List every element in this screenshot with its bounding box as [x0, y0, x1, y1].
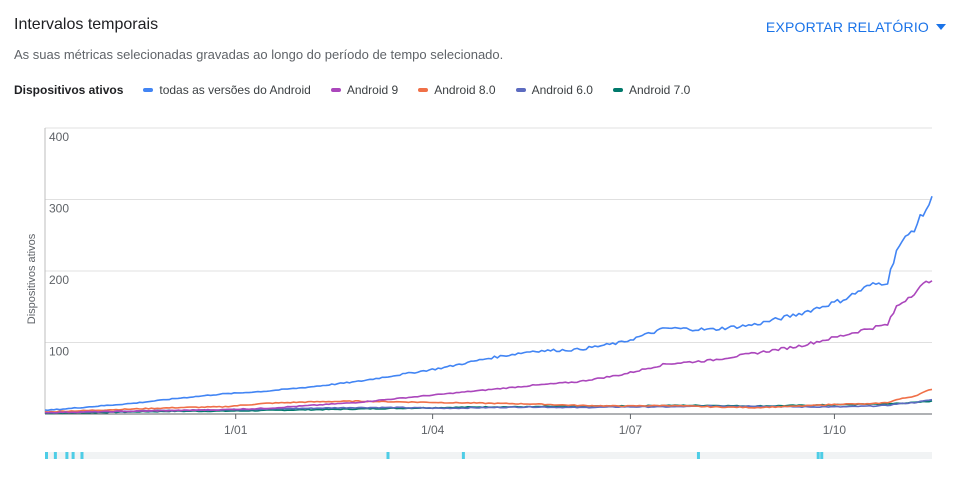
x-tick-label: 1/10: [823, 423, 847, 437]
x-tick-label: 1/04: [421, 423, 445, 437]
annotation-marker: [816, 452, 820, 459]
legend-label: Android 8.0: [434, 83, 496, 97]
legend-item-2[interactable]: Android 8.0: [418, 83, 496, 97]
page-title: Intervalos temporais: [14, 16, 159, 33]
legend-swatch: [330, 88, 341, 92]
x-tick-label: 1/01: [224, 423, 248, 437]
series-line-0: [44, 195, 933, 412]
legend-item-4[interactable]: Android 7.0: [612, 83, 691, 97]
series-line-1: [44, 280, 933, 414]
annotation-marker: [461, 452, 465, 459]
legend-label: todas as versões do Android: [159, 83, 311, 97]
chart-legend: Dispositivos ativos todas as versões do …: [14, 83, 710, 97]
annotation-marker: [696, 452, 700, 459]
legend-label: Android 9: [346, 83, 399, 97]
y-axis-label: Dispositivos ativos: [26, 233, 38, 324]
x-tick-label: 1/07: [619, 423, 643, 437]
annotation-marker: [80, 452, 84, 459]
time-series-chart: 400 300 200 100 1/01 1/04 1/07 1/10 Dispositivos…: [26, 127, 933, 459]
annotation-marker: [53, 452, 57, 459]
y-tick-label: 200: [49, 273, 69, 287]
legend-swatch: [418, 88, 429, 92]
legend-swatch: [612, 88, 623, 92]
annotation-strip: [45, 452, 932, 459]
annotation-marker: [820, 452, 824, 459]
export-report-button[interactable]: EXPORTAR RELATÓRIO: [766, 19, 946, 35]
legend-item-1[interactable]: Android 9: [330, 83, 399, 97]
legend-swatch: [515, 88, 526, 92]
legend-label: Android 6.0: [531, 83, 593, 97]
legend-item-3[interactable]: Android 6.0: [515, 83, 593, 97]
annotation-marker: [65, 452, 69, 459]
y-tick-label: 100: [49, 345, 69, 359]
y-tick-label: 400: [49, 130, 69, 144]
legend-metric-label: Dispositivos ativos: [14, 83, 124, 97]
legend-swatch: [143, 88, 154, 92]
legend-item-0[interactable]: todas as versões do Android: [143, 83, 311, 97]
annotation-marker: [71, 452, 75, 459]
legend-label: Android 7.0: [628, 83, 691, 97]
annotation-marker: [386, 452, 390, 459]
page-subtitle: As suas métricas selecionadas gravadas a…: [14, 47, 504, 62]
caret-down-icon: [936, 24, 946, 30]
series-line-2: [44, 388, 933, 413]
y-tick-label: 300: [49, 202, 69, 216]
annotation-marker: [45, 452, 48, 459]
export-report-label: EXPORTAR RELATÓRIO: [765, 19, 929, 35]
